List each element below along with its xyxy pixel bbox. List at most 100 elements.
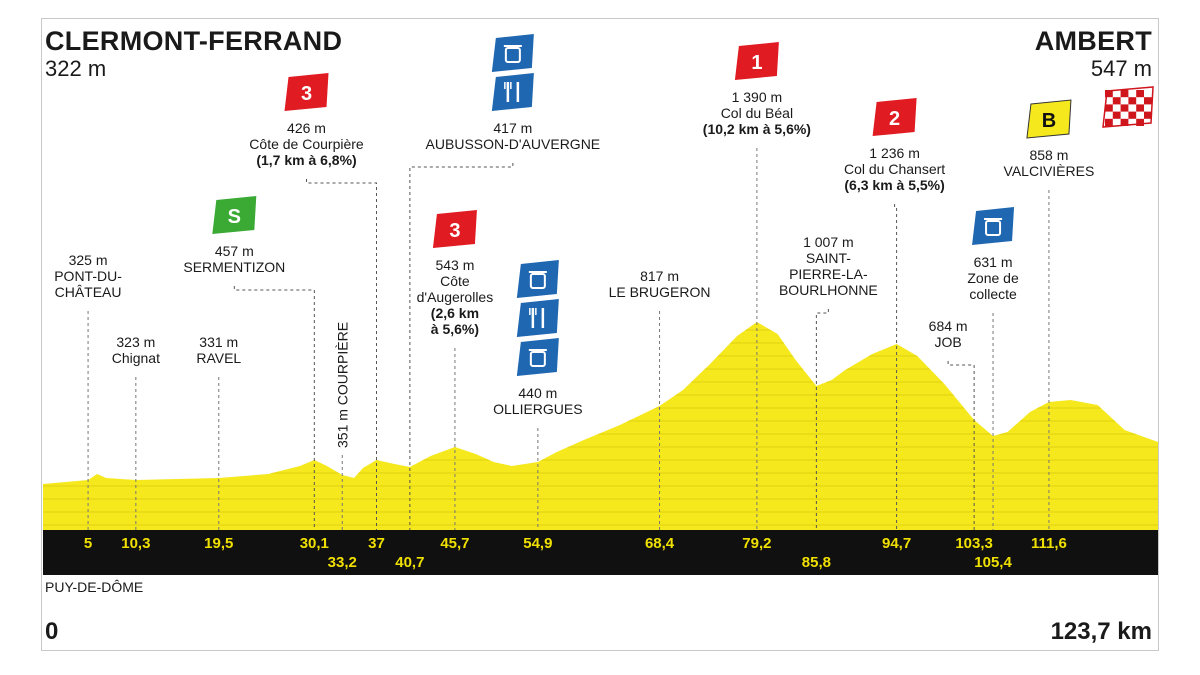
place-label: PONT-DU- [54,268,122,284]
svg-text:2: 2 [889,108,900,130]
km-marker: 105,4 [974,554,1012,571]
waypoint-9: 68,4 817 mLE BRUGERON [609,268,711,552]
altitude-label: 1 007 m [803,234,854,250]
leader-line [233,286,315,530]
km-marker: 19,5 [204,535,233,552]
place-label: Côte [440,273,470,289]
climb-category-badge: 1 [734,42,779,80]
svg-text:B: B [1042,110,1056,132]
place-label: SERMENTIZON [183,259,285,275]
km-marker: 111,6 [1031,535,1067,552]
km-marker: 94,7 [882,535,911,552]
place-label: LE BRUGERON [609,284,711,300]
km-marker: 10,3 [121,535,150,552]
place-label: 351 m COURPIÈRE [334,322,350,448]
leader-line [815,309,829,530]
finish-altitude: 547 m [1090,56,1152,81]
finish-city-name: AMBERT [1034,26,1152,56]
place-label: VALCIVIÈRES [1004,163,1095,179]
place-label: RAVEL [196,350,241,366]
place-label: (10,2 km à 5,6%) [703,121,811,137]
place-label: Col du Chansert [844,161,945,177]
km-marker: 37 [368,535,385,552]
place-label: (2,6 km [431,305,479,321]
km-marker: 30,1 [300,535,329,552]
place-label: PIERRE-LA- [789,266,868,282]
altitude-label: 325 m [69,252,108,268]
leader-line [894,204,898,530]
place-label: CHÂTEAU [55,284,122,300]
km-marker: 79,2 [742,535,771,552]
place-label: à 5,6%) [431,321,479,337]
svg-text:3: 3 [301,83,312,105]
km-marker: 5 [84,535,92,552]
fork-knife-icon [491,73,534,111]
distance-start: 0 [45,618,59,645]
leader-line [306,179,378,530]
sprint-badge: S [212,196,257,234]
place-label: d'Augerolles [417,289,494,305]
km-marker: 68,4 [645,535,675,552]
distance-total: 123,7 km [1050,618,1152,645]
altitude-label: 543 m [435,257,474,273]
climb-category-badge: 3 [432,210,477,248]
km-marker: 103,3 [955,535,993,552]
svg-text:S: S [228,206,241,228]
elevation-profile [43,322,1158,530]
place-label: Côte de Courpière [249,136,364,152]
svg-text:3: 3 [449,220,460,242]
bonus-badge: B [1026,99,1072,139]
bin-icon [516,338,559,376]
place-label: collecte [969,286,1017,302]
finish-flag-icon [1102,86,1154,128]
km-bar [43,530,1158,575]
altitude-label: 817 m [640,268,679,284]
place-label: Col du Béal [721,105,793,121]
start-altitude: 322 m [45,56,107,81]
km-marker: 54,9 [523,535,552,552]
start-city-name: CLERMONT-FERRAND [45,26,343,56]
fork-knife-icon [516,299,559,337]
km-marker: 33,2 [328,554,357,571]
place-label: (6,3 km à 5,5%) [844,177,944,193]
place-label: JOB [935,334,962,350]
leader-line [947,361,975,530]
altitude-label: 323 m [116,334,155,350]
bin-icon [516,260,559,298]
bin-icon [491,34,534,72]
bin-icon [972,207,1015,245]
altitude-label: 457 m [215,243,254,259]
altitude-label: 440 m [518,385,557,401]
climb-category-badge: 2 [872,98,917,136]
km-marker: 45,7 [440,535,469,552]
altitude-label: 858 m [1029,147,1068,163]
waypoint-4: 33,2 351 m COURPIÈRE [328,322,357,571]
place-label: OLLIERGUES [493,401,582,417]
place-label: Zone de [967,270,1019,286]
place-label: (1,7 km à 6,8%) [256,152,356,168]
profile-frame [41,18,1159,651]
place-label: AUBUSSON-D'AUVERGNE [426,136,601,152]
altitude-label: 426 m [287,120,326,136]
km-marker: 85,8 [802,554,831,571]
km-marker: 40,7 [395,554,424,571]
altitude-label: 417 m [493,120,532,136]
altitude-label: 1 390 m [732,89,783,105]
altitude-label: 684 m [929,318,968,334]
svg-text:1: 1 [751,52,762,74]
climb-category-badge: 3 [284,73,329,111]
